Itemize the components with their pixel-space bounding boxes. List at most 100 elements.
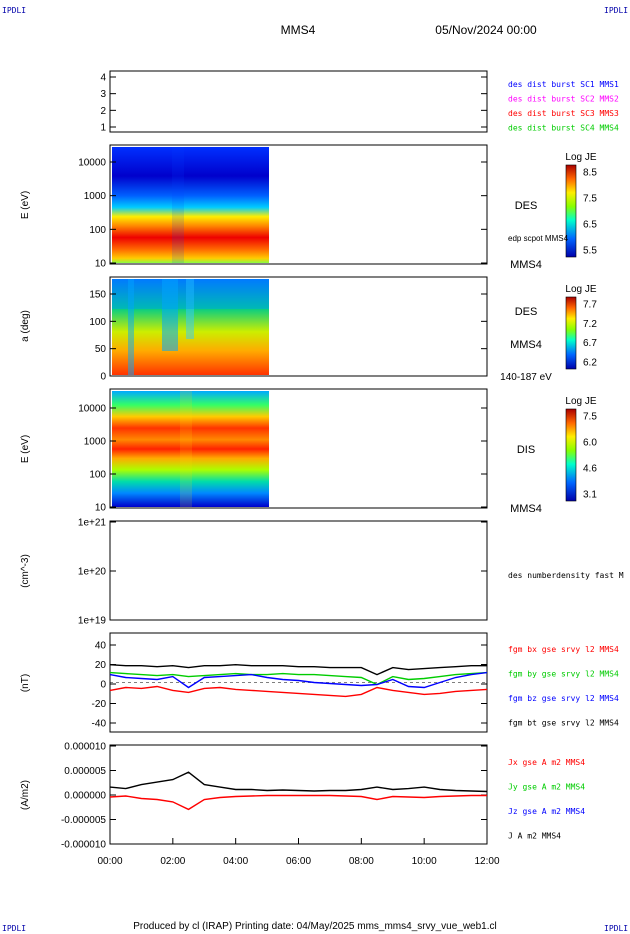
des-pitch-ytick-label: 0 (100, 372, 106, 383)
density-ytick-label: 1e+21 (78, 518, 107, 529)
dis-energy-spacecraft-label: MMS4 (510, 503, 542, 515)
spacecraft-title: MMS4 (281, 23, 316, 37)
time-tick-label: 12:00 (474, 856, 499, 867)
dis-energy-ytick-label: 100 (89, 470, 106, 481)
des-pitch-colorbar-tick-label: 6.7 (583, 338, 597, 349)
dis-energy-ytick-label: 10 (95, 503, 107, 514)
des-pitch-colorbar-tick-label: 7.7 (583, 300, 597, 311)
des-energy-colorbar-tick-label: 5.5 (583, 246, 597, 257)
bfield-legend-entry: fgm bx gse srvy l2 MMS4 (508, 645, 619, 654)
burst-legend-entry: des dist burst SC3 MMS3 (508, 109, 619, 118)
dis-energy-colorbar-title: Log JE (565, 396, 596, 407)
time-tick-label: 00:00 (97, 856, 122, 867)
panel-current-frame (109, 744, 488, 845)
current-ylabel: (A/m2) (20, 780, 31, 810)
des-pitch-ytick-label: 50 (95, 344, 107, 355)
burst-legend-entry: des dist burst SC2 MMS2 (508, 95, 619, 104)
des-energy-colorbar-tick-label: 8.5 (583, 168, 597, 179)
burst-ytick-label: 2 (100, 106, 106, 117)
dis-energy-instrument-label: DIS (517, 444, 535, 456)
des-energy-spectrogram (112, 147, 269, 263)
des-energy-spacecraft-label: MMS4 (510, 259, 542, 271)
burst-legend-entry: des dist burst SC1 MMS1 (508, 80, 619, 89)
dis-energy-spectrogram (112, 391, 269, 507)
des-energy-colorbar-tick-label: 7.5 (583, 194, 597, 205)
dis-energy-colorbar-tick-label: 3.1 (583, 490, 597, 501)
des-energy-ytick-label: 1000 (84, 191, 107, 202)
current-legend-entry: J A m2 MMS4 (508, 832, 561, 841)
time-tick-label: 02:00 (160, 856, 185, 867)
density-ylabel: (cm^-3) (20, 554, 31, 588)
des-pitch-spectrogram (112, 279, 269, 375)
current-legend-entry: Jy gse A m2 MMS4 (508, 783, 585, 792)
time-tick-label: 04:00 (223, 856, 248, 867)
des-energy-ylabel: E (eV) (20, 191, 31, 219)
current-legend-entry: Jz gse A m2 MMS4 (508, 807, 585, 816)
current-series-line (109, 771, 488, 793)
des-energy-ytick-label: 100 (89, 225, 106, 236)
bfield-series-line (109, 671, 488, 689)
des-pitch-colorbar (565, 296, 577, 370)
bfield-ylabel: (nT) (20, 674, 31, 692)
des-energy-ytick-label: 10000 (78, 158, 106, 169)
des-energy-colorbar-title: Log JE (565, 152, 596, 163)
des-pitch-ylabel: a (deg) (20, 310, 31, 342)
des-pitch-ytick-label: 100 (89, 317, 106, 328)
bfield-ytick-label: -20 (92, 699, 107, 710)
des-energy-colorbar-tick-label: 6.5 (583, 220, 597, 231)
panel-des-energy-frame (109, 144, 488, 265)
corner-label-bottom-right: IPDLI (604, 924, 629, 933)
current-ytick-label: 0.000000 (64, 791, 106, 802)
bfield-ytick-label: 40 (95, 641, 107, 652)
time-tick-label: 06:00 (286, 856, 311, 867)
panel-dis-energy-frame (109, 388, 488, 509)
current-ytick-label: -0.000010 (61, 840, 106, 851)
bfield-series-line (109, 685, 488, 698)
current-ytick-label: 0.000010 (64, 742, 106, 753)
bfield-legend-entry: fgm bt gse srvy l2 MMS4 (508, 719, 619, 728)
bfield-ytick-label: 20 (95, 660, 107, 671)
burst-ytick-label: 1 (100, 123, 106, 134)
des-energy-colorbar (565, 164, 577, 258)
burst-ytick-label: 3 (100, 89, 106, 100)
des-energy-instrument-label: DES (515, 200, 538, 212)
current-series-line (109, 794, 487, 811)
des-energy-sub-label: edp scpot MMS4 (508, 234, 569, 243)
current-ytick-label: 0.000005 (64, 766, 106, 777)
des-pitch-colorbar-tick-label: 7.2 (583, 319, 597, 330)
bfield-legend-entry: fgm bz gse srvy l2 MMS4 (508, 694, 619, 703)
corner-label-top-right: IPDLI (604, 6, 629, 15)
current-legend-entry: Jx gse A m2 MMS4 (508, 758, 585, 767)
dis-energy-colorbar (565, 408, 577, 502)
bfield-ytick-label: -40 (92, 719, 107, 730)
dis-energy-ytick-label: 1000 (84, 437, 107, 448)
bfield-legend-entry: fgm by gse srvy l2 MMS4 (508, 670, 619, 679)
dis-energy-ytick-label: 10000 (78, 404, 106, 415)
des-pitch-colorbar-tick-label: 6.2 (583, 358, 597, 369)
bfield-series-line (109, 671, 488, 686)
burst-legend-entry: des dist burst SC4 MMS4 (508, 124, 619, 133)
density-ytick-label: 1e+19 (78, 616, 107, 627)
bfield-series-line (109, 663, 487, 676)
footer-credits: Produced by cl (IRAP) Printing date: 04/… (133, 921, 497, 932)
des-pitch-instrument-label: DES (515, 306, 538, 318)
date-title: 05/Nov/2024 00:00 (435, 23, 537, 37)
dis-energy-colorbar-tick-label: 6.0 (583, 438, 597, 449)
current-ytick-label: -0.000005 (61, 815, 106, 826)
des-pitch-ytick-label: 150 (89, 290, 106, 301)
dis-energy-colorbar-tick-label: 4.6 (583, 464, 597, 475)
panel-des-pitch-frame (109, 276, 488, 377)
dis-energy-colorbar-tick-label: 7.5 (583, 412, 597, 423)
des-pitch-colorbar-title: Log JE (565, 284, 596, 295)
dis-energy-ylabel: E (eV) (20, 435, 31, 463)
des-energy-ytick-label: 10 (95, 259, 107, 270)
burst-ytick-label: 4 (100, 73, 106, 84)
bfield-ytick-label: 0 (100, 680, 106, 691)
density-legend-entry: des numberdensity fast M (508, 571, 624, 580)
panel-burst-frame (109, 70, 488, 133)
density-ytick-label: 1e+20 (78, 567, 107, 578)
time-tick-label: 10:00 (412, 856, 437, 867)
des-pitch-spacecraft-label: MMS4 (510, 339, 542, 351)
corner-label-top-left: IPDLI (2, 6, 27, 15)
time-tick-label: 08:00 (349, 856, 374, 867)
